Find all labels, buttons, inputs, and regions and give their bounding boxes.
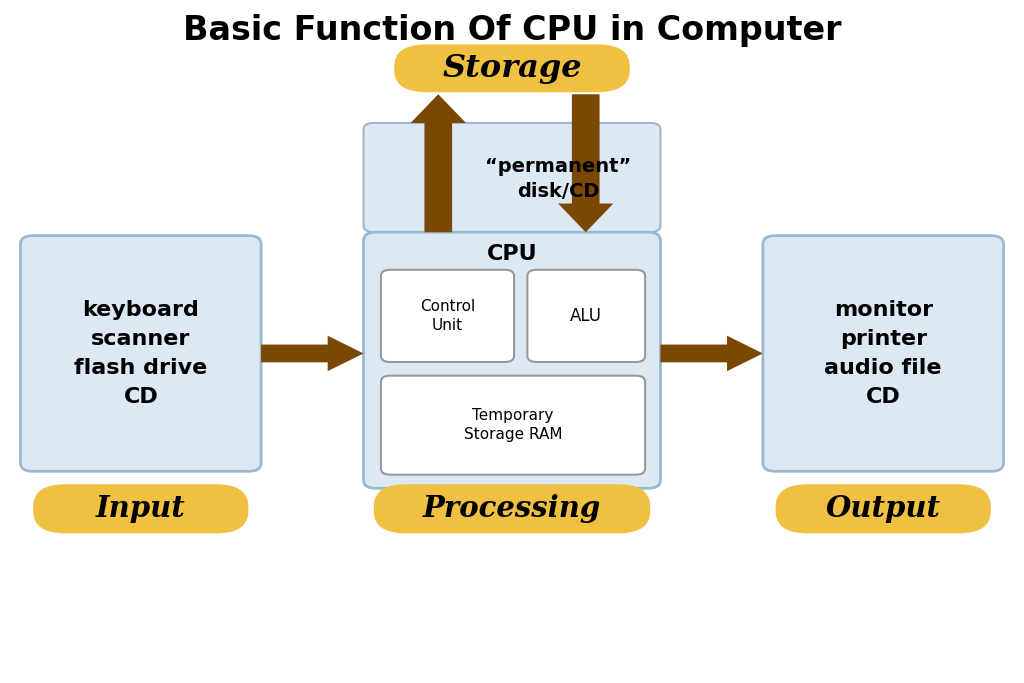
Polygon shape — [261, 336, 364, 371]
Text: Processing: Processing — [423, 494, 601, 523]
Text: Storage: Storage — [442, 53, 582, 84]
Text: “permanent”
disk/CD: “permanent” disk/CD — [485, 157, 631, 201]
FancyBboxPatch shape — [381, 270, 514, 362]
FancyBboxPatch shape — [33, 484, 248, 533]
Polygon shape — [411, 94, 466, 232]
FancyBboxPatch shape — [374, 484, 650, 533]
Text: keyboard
scanner
flash drive
CD: keyboard scanner flash drive CD — [74, 301, 208, 406]
Text: CPU: CPU — [486, 244, 538, 264]
FancyBboxPatch shape — [364, 232, 660, 488]
Polygon shape — [660, 336, 763, 371]
Polygon shape — [558, 94, 613, 232]
Text: Input: Input — [96, 494, 185, 523]
Text: ALU: ALU — [570, 307, 602, 325]
Text: Basic Function Of CPU in Computer: Basic Function Of CPU in Computer — [182, 14, 842, 47]
FancyBboxPatch shape — [763, 236, 1004, 471]
FancyBboxPatch shape — [527, 270, 645, 362]
Text: Output: Output — [825, 494, 941, 523]
FancyBboxPatch shape — [364, 123, 660, 232]
Text: monitor
printer
audio file
CD: monitor printer audio file CD — [824, 301, 942, 406]
FancyBboxPatch shape — [381, 376, 645, 475]
FancyBboxPatch shape — [394, 44, 630, 92]
FancyBboxPatch shape — [20, 236, 261, 471]
FancyBboxPatch shape — [776, 484, 991, 533]
Text: Temporary
Storage RAM: Temporary Storage RAM — [464, 408, 562, 442]
Text: Control
Unit: Control Unit — [420, 299, 475, 333]
